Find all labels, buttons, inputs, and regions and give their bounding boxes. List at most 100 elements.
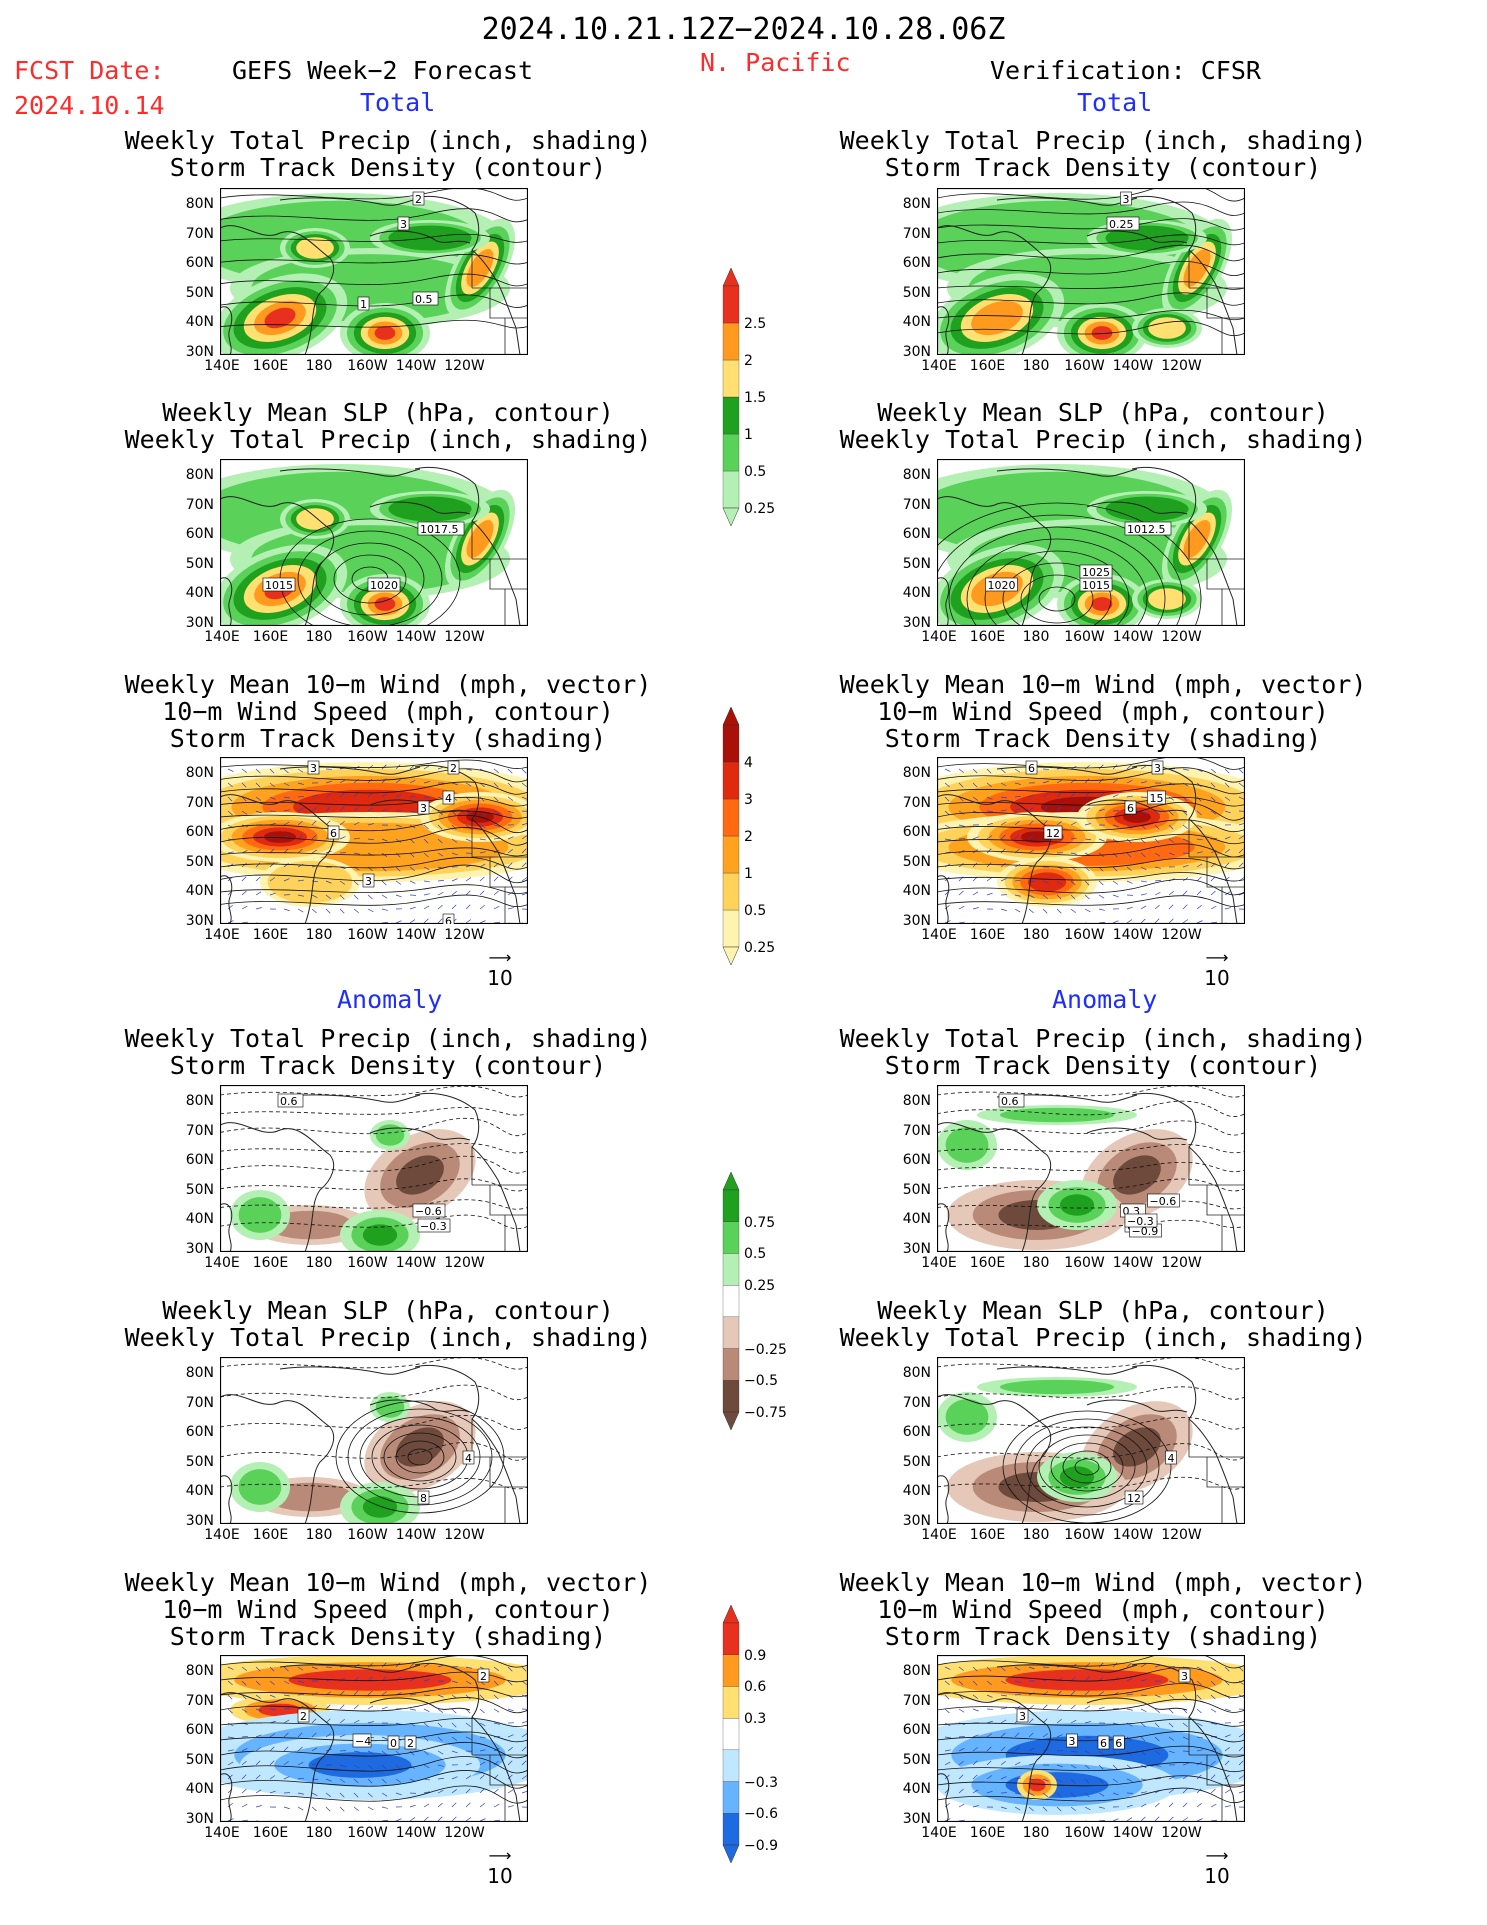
map-panel-2-right: 1012.5 1020 1015 1025	[937, 459, 1245, 626]
lon-tick-label: 120W	[1161, 1825, 1202, 1841]
contour-label: −4	[352, 1733, 372, 1748]
lat-tick-label: 50N	[185, 1453, 214, 1470]
lat-tick-label: 60N	[185, 1152, 214, 1168]
contour-label: 4	[462, 1450, 475, 1465]
colorbar-tick-label: 0.5	[744, 464, 767, 480]
lat-tick-label: 70N	[185, 794, 214, 811]
lat-tick-label: 50N	[185, 1181, 214, 1198]
lon-tick-label: 160W	[347, 1825, 388, 1841]
lat-tick-label: 60N	[185, 255, 214, 271]
lat-tick-label: 40N	[902, 1781, 931, 1797]
contour-label: 3	[1066, 1733, 1078, 1748]
contour-label: 4	[442, 790, 455, 805]
lon-tick-label: 180	[305, 1825, 333, 1841]
fcst-date-label: FCST Date:	[14, 56, 165, 85]
lon-tick-label: 180	[1022, 629, 1050, 645]
total-label-right: Total	[1077, 88, 1153, 117]
lat-tick-label: 50N	[185, 1751, 214, 1768]
svg-text:3: 3	[310, 762, 317, 775]
contour-label: 3	[1016, 1708, 1029, 1723]
panel-title-6-left-2: 10−m Wind Speed (mph, contour)	[162, 1595, 614, 1624]
lon-tick-label: 140E	[204, 927, 240, 943]
svg-text:0.5: 0.5	[415, 293, 433, 306]
svg-text:12: 12	[1046, 827, 1060, 840]
colorbar-tick-label: 0.25	[744, 1278, 776, 1295]
map-svg-3-left: 3 2 3 4 6 3 6	[220, 757, 528, 924]
lat-tick-label: 80N	[185, 1093, 214, 1109]
svg-text:12: 12	[1127, 1492, 1141, 1505]
colorbar-tick-label: 0.5	[744, 903, 767, 919]
vector-reference: ⟶ 10	[487, 1846, 513, 1888]
colorbar-tick-label: 2	[744, 353, 753, 369]
lat-tick-label: 30N	[902, 614, 931, 631]
lat-tick-label: 80N	[902, 765, 931, 781]
svg-text:3: 3	[420, 802, 427, 815]
contour-label: −0.3	[1124, 1213, 1158, 1228]
contour-label: 1025	[1079, 564, 1113, 579]
lon-tick-label: 160E	[252, 1527, 289, 1543]
svg-text:8: 8	[420, 1492, 427, 1505]
colorbar-tick-label: 2	[744, 829, 753, 845]
colorbar-tick-label: −0.3	[744, 1774, 778, 1791]
map-svg-1-left: 23 1 0.5	[220, 188, 528, 355]
panel-title-3-left-1: Weekly Mean 10−m Wind (mph, vector)	[124, 670, 652, 699]
colorbar-tick-label: 4	[744, 755, 753, 771]
svg-text:2: 2	[415, 193, 422, 206]
lon-tick-label: 140E	[204, 358, 240, 374]
lon-tick-label: 140E	[921, 1527, 957, 1543]
svg-text:2: 2	[480, 1670, 487, 1683]
contour-label: −0.6	[412, 1203, 446, 1218]
map-panel-1-right: 3 0.25	[937, 188, 1245, 355]
contour-label: 3	[307, 760, 320, 775]
colorbar-tick-label: 0.25	[744, 501, 776, 517]
lat-tick-label: 80N	[902, 1663, 931, 1679]
vector-reference: ⟶ 10	[1204, 948, 1230, 990]
lon-tick-label: 140W	[1112, 358, 1154, 374]
svg-text:3: 3	[400, 218, 407, 231]
lat-tick-label: 50N	[185, 555, 214, 572]
contour-label: 0.25	[1106, 216, 1140, 231]
lat-tick-label: 70N	[902, 225, 931, 242]
lat-tick-label: 70N	[185, 496, 214, 513]
colorbar-tick-label: −0.5	[744, 1373, 778, 1390]
svg-text:2: 2	[407, 1737, 414, 1750]
lon-tick-label: 120W	[444, 1255, 485, 1271]
panel-title-5-right-1: Weekly Mean SLP (hPa, contour)	[877, 1296, 1329, 1325]
lon-tick-label: 140W	[395, 927, 437, 943]
lon-tick-label: 120W	[1161, 1527, 1202, 1543]
svg-text:3: 3	[1019, 1710, 1026, 1723]
panel-title-1-left-1: Weekly Total Precip (inch, shading)	[124, 126, 652, 155]
contour-label: 1015	[1079, 577, 1113, 592]
panel-title-1-right-1: Weekly Total Precip (inch, shading)	[839, 126, 1367, 155]
lat-tick-label: 70N	[902, 496, 931, 513]
contour-label: 1015	[262, 577, 296, 592]
contour-label: 2	[297, 1708, 310, 1723]
colorbar-tick-label: 0.5	[744, 1246, 767, 1263]
map-panel-3-right: 6 3 6 15 12	[937, 757, 1245, 924]
region-title: N. Pacific	[700, 48, 851, 77]
lon-tick-label: 180	[305, 927, 333, 943]
map-svg-5-left: 48	[220, 1357, 528, 1524]
lat-tick-label: 30N	[902, 1512, 931, 1529]
contour-label: 2	[404, 1735, 417, 1750]
map-panel-6-left: 2 2 −4 0 2	[220, 1655, 528, 1822]
lon-tick-label: 180	[1022, 1825, 1050, 1841]
contour-label: 6	[1124, 800, 1137, 815]
lon-tick-label: 180	[305, 629, 333, 645]
svg-text:15: 15	[1150, 792, 1164, 805]
map-panel-3-left: 3 2 3 4 6 3 6	[220, 757, 528, 924]
lat-tick-label: 30N	[185, 1810, 214, 1827]
map-svg-2-left: 1017.5 1015 1020	[220, 459, 528, 626]
lon-tick-label: 160E	[252, 358, 289, 374]
lon-tick-label: 160W	[347, 358, 388, 374]
contour-label: 3	[417, 800, 430, 815]
lat-tick-label: 30N	[902, 1240, 931, 1257]
lat-tick-label: 50N	[902, 1453, 931, 1470]
panel-title-6-left-1: Weekly Mean 10−m Wind (mph, vector)	[124, 1568, 652, 1597]
contour-label: 2	[477, 1668, 490, 1683]
lat-tick-label: 70N	[185, 1394, 214, 1411]
panel-title-2-left-1: Weekly Mean SLP (hPa, contour)	[162, 398, 614, 427]
lat-tick-label: 70N	[902, 1122, 931, 1139]
contour-label: 1	[357, 296, 370, 311]
contour-label: 4	[1165, 1450, 1177, 1465]
